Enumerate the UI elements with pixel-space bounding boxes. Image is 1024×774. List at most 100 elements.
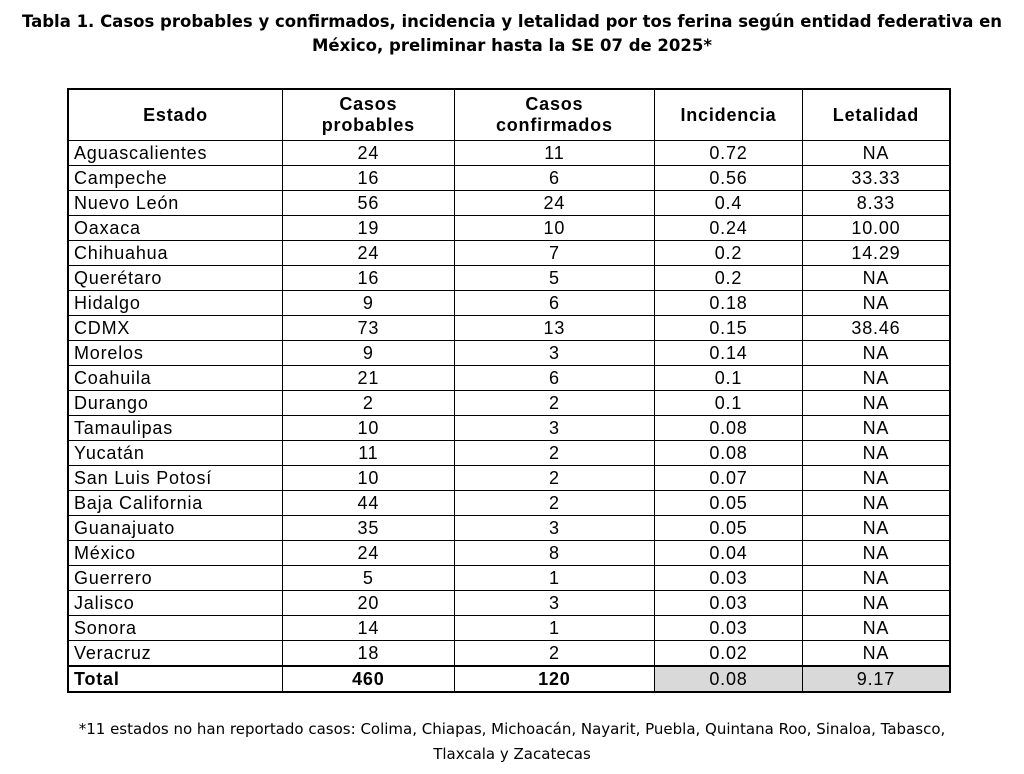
casos-confirmados-cell: 7 <box>453 240 656 266</box>
table-row: Tamaulipas 10 3 0.08 NA <box>67 415 951 441</box>
incidencia-cell: 0.1 <box>654 390 803 416</box>
estado-cell: Tamaulipas <box>67 415 284 441</box>
table-row: Nuevo León 56 24 0.4 8.33 <box>67 190 951 216</box>
casos-confirmados-cell: 3 <box>453 590 656 616</box>
total-incidencia-cell: 0.08 <box>654 665 803 693</box>
table-row: San Luis Potosí 10 2 0.07 NA <box>67 465 951 491</box>
casos-confirmados-cell: 3 <box>453 515 656 541</box>
incidencia-cell: 0.24 <box>654 215 803 241</box>
table-row: México 24 8 0.04 NA <box>67 540 951 566</box>
total-casos-confirmados-cell: 120 <box>453 665 656 693</box>
estado-cell: Morelos <box>67 340 284 366</box>
total-letalidad-cell: 9.17 <box>801 665 951 693</box>
casos-probables-cell: 16 <box>282 265 455 291</box>
estado-cell: México <box>67 540 284 566</box>
casos-confirmados-cell: 8 <box>453 540 656 566</box>
casos-probables-cell: 9 <box>282 290 455 316</box>
incidencia-cell: 0.08 <box>654 415 803 441</box>
table-row: Durango 2 2 0.1 NA <box>67 390 951 416</box>
estado-cell: Oaxaca <box>67 215 284 241</box>
header-estado: Estado <box>67 88 284 141</box>
table-row: Coahuila 21 6 0.1 NA <box>67 365 951 391</box>
casos-confirmados-cell: 1 <box>453 615 656 641</box>
casos-probables-cell: 2 <box>282 390 455 416</box>
casos-probables-cell: 35 <box>282 515 455 541</box>
casos-confirmados-cell: 2 <box>453 440 656 466</box>
letalidad-cell: NA <box>801 365 951 391</box>
letalidad-cell: NA <box>801 490 951 516</box>
table-row: Hidalgo 9 6 0.18 NA <box>67 290 951 316</box>
estado-cell: Chihuahua <box>67 240 284 266</box>
letalidad-cell: NA <box>801 615 951 641</box>
estado-cell: Guerrero <box>67 565 284 591</box>
incidencia-cell: 0.08 <box>654 440 803 466</box>
table-row: Oaxaca 19 10 0.24 10.00 <box>67 215 951 241</box>
footnote-line-2: Tlaxcala y Zacatecas <box>433 745 591 763</box>
estado-cell: Durango <box>67 390 284 416</box>
table-row: Chihuahua 24 7 0.2 14.29 <box>67 240 951 266</box>
casos-probables-cell: 19 <box>282 215 455 241</box>
table-row: Yucatán 11 2 0.08 NA <box>67 440 951 466</box>
table-row: Guanajuato 35 3 0.05 NA <box>67 515 951 541</box>
incidencia-cell: 0.05 <box>654 515 803 541</box>
letalidad-cell: NA <box>801 565 951 591</box>
incidencia-cell: 0.03 <box>654 615 803 641</box>
table-title-line-2: México, preliminar hasta la SE 07 de 202… <box>311 36 712 55</box>
incidencia-cell: 0.4 <box>654 190 803 216</box>
letalidad-cell: 38.46 <box>801 315 951 341</box>
table-row: Aguascalientes 24 11 0.72 NA <box>67 140 951 166</box>
casos-probables-cell: 11 <box>282 440 455 466</box>
header-letalidad: Letalidad <box>801 88 951 141</box>
casos-probables-cell: 24 <box>282 540 455 566</box>
letalidad-cell: NA <box>801 515 951 541</box>
header-casos-confirmados: Casos confirmados <box>453 88 656 141</box>
casos-confirmados-cell: 6 <box>453 165 656 191</box>
letalidad-cell: NA <box>801 640 951 667</box>
casos-confirmados-cell: 6 <box>453 290 656 316</box>
casos-confirmados-cell: 24 <box>453 190 656 216</box>
casos-confirmados-cell: 2 <box>453 390 656 416</box>
total-estado-cell: Total <box>67 665 284 693</box>
letalidad-cell: NA <box>801 440 951 466</box>
casos-confirmados-cell: 11 <box>453 140 656 166</box>
estado-cell: Hidalgo <box>67 290 284 316</box>
table-row: Jalisco 20 3 0.03 NA <box>67 590 951 616</box>
casos-probables-cell: 10 <box>282 465 455 491</box>
incidencia-cell: 0.04 <box>654 540 803 566</box>
letalidad-cell: NA <box>801 465 951 491</box>
header-estado-label: Estado <box>143 104 208 125</box>
casos-probables-cell: 21 <box>282 365 455 391</box>
casos-probables-cell: 73 <box>282 315 455 341</box>
estado-cell: Campeche <box>67 165 284 191</box>
estado-cell: CDMX <box>67 315 284 341</box>
incidencia-cell: 0.14 <box>654 340 803 366</box>
estado-cell: Baja California <box>67 490 284 516</box>
letalidad-cell: NA <box>801 590 951 616</box>
letalidad-cell: NA <box>801 540 951 566</box>
incidencia-cell: 0.72 <box>654 140 803 166</box>
table-row: Campeche 16 6 0.56 33.33 <box>67 165 951 191</box>
estado-cell: Querétaro <box>67 265 284 291</box>
letalidad-cell: NA <box>801 390 951 416</box>
casos-probables-cell: 10 <box>282 415 455 441</box>
pertussis-table: Estado Casos probables Casos confirmados… <box>67 88 951 693</box>
table-row: CDMX 73 13 0.15 38.46 <box>67 315 951 341</box>
incidencia-cell: 0.05 <box>654 490 803 516</box>
footnote: *11 estados no han reportado casos: Coli… <box>0 717 1024 767</box>
casos-probables-cell: 24 <box>282 240 455 266</box>
estado-cell: Jalisco <box>67 590 284 616</box>
table-row: Veracruz 18 2 0.02 NA <box>67 640 951 667</box>
table-row: Querétaro 16 5 0.2 NA <box>67 265 951 291</box>
incidencia-cell: 0.2 <box>654 240 803 266</box>
header-probables-line-2: probables <box>321 115 415 135</box>
casos-confirmados-cell: 10 <box>453 215 656 241</box>
letalidad-cell: NA <box>801 265 951 291</box>
table-row: Sonora 14 1 0.03 NA <box>67 615 951 641</box>
header-casos-probables: Casos probables <box>282 88 455 141</box>
estado-cell: Yucatán <box>67 440 284 466</box>
letalidad-cell: NA <box>801 340 951 366</box>
table-title-line-1: Tabla 1. Casos probables y confirmados, … <box>21 12 1003 31</box>
casos-confirmados-cell: 2 <box>453 640 656 667</box>
incidencia-cell: 0.15 <box>654 315 803 341</box>
letalidad-cell: 14.29 <box>801 240 951 266</box>
